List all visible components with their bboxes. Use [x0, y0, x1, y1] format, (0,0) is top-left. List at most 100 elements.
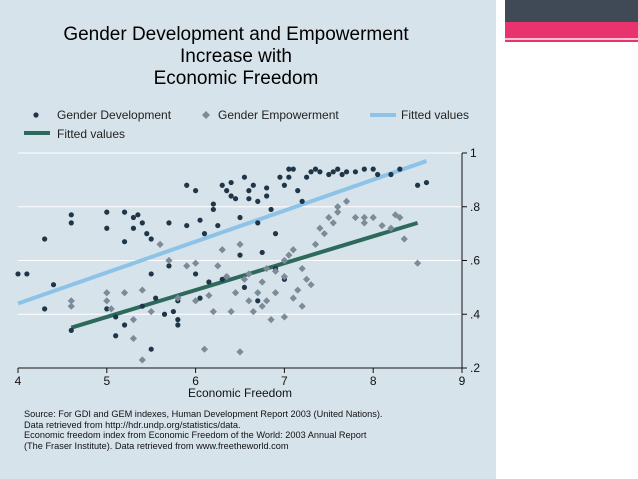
legend: Gender Development Gender Empowerment Fi…: [24, 108, 469, 141]
x-tick-label: 7: [281, 374, 288, 388]
y-tick-label: .4: [470, 307, 480, 321]
data-point-gender-empowerment: [138, 356, 146, 364]
data-point-gender-development: [193, 188, 199, 194]
data-point-gender-development: [308, 169, 314, 175]
data-point-gender-empowerment: [329, 219, 337, 227]
data-point-gender-empowerment: [205, 291, 213, 300]
data-point-gender-empowerment: [360, 213, 368, 222]
data-point-gender-empowerment: [218, 246, 226, 254]
data-point-gender-empowerment: [236, 348, 244, 356]
data-point-gender-development: [352, 169, 359, 175]
data-point-gender-empowerment: [263, 264, 271, 273]
data-point-gender-development: [148, 346, 154, 352]
data-point-gender-development: [130, 214, 137, 221]
decoration-bar-dark: [505, 0, 638, 22]
data-point-gender-development: [304, 174, 310, 180]
tick-labels: .2 .4 .6 .8 1 4 5 6 7 8 9: [15, 146, 481, 388]
data-point-gender-development: [312, 166, 319, 172]
data-point-gender-empowerment: [280, 313, 288, 321]
data-point-gender-development: [375, 171, 381, 178]
data-point-gender-empowerment: [334, 203, 342, 211]
source-line-1: Source: For GDI and GEM indexes, Human D…: [24, 409, 383, 419]
data-point-gender-development: [68, 220, 74, 226]
y-tick-label: .6: [470, 254, 480, 268]
data-point-gender-development: [286, 174, 292, 180]
source-note: Source: For GDI and GEM indexes, Human D…: [24, 409, 489, 451]
decoration-bar-pink: [505, 22, 638, 42]
data-point-gender-empowerment: [107, 305, 115, 313]
data-point-gender-empowerment: [320, 230, 328, 238]
data-point-gender-empowerment: [223, 273, 231, 281]
data-point-gender-development: [241, 284, 248, 290]
data-point-gender-development: [277, 174, 283, 180]
data-point-gender-development: [193, 271, 199, 277]
data-point-gender-empowerment: [271, 289, 280, 297]
data-point-gender-empowerment: [351, 213, 360, 222]
legend-label-fitted-dark: Fitted values: [57, 127, 125, 141]
data-point-gender-development: [197, 295, 203, 301]
data-point-gender-development: [219, 182, 225, 188]
data-point-gender-development: [68, 212, 74, 218]
data-point-gender-development: [255, 220, 261, 226]
data-point-gender-development: [255, 298, 261, 304]
data-point-gender-development: [268, 206, 274, 213]
fitted-line: [17, 159, 428, 306]
data-point-gender-empowerment: [280, 256, 288, 265]
data-point-gender-empowerment: [227, 307, 235, 316]
gridlines: [18, 152, 462, 315]
data-point-gender-empowerment: [258, 278, 266, 286]
data-point-gender-empowerment: [271, 267, 280, 275]
data-point-gender-empowerment: [240, 275, 249, 283]
data-point-gender-empowerment: [414, 259, 422, 267]
data-point-gender-development: [135, 212, 141, 218]
data-point-gender-development: [224, 188, 230, 194]
data-point-gender-development: [246, 188, 252, 194]
data-point-gender-development: [255, 198, 261, 204]
data-points: [15, 166, 430, 364]
data-point-gender-empowerment: [294, 286, 302, 294]
data-point-gender-development: [121, 209, 128, 215]
source-line-3: Economic freedom index from Economic Fre…: [24, 430, 367, 441]
data-point-gender-development: [317, 169, 323, 175]
data-point-gender-development: [15, 271, 21, 277]
data-point-gender-development: [286, 166, 292, 172]
data-point-gender-empowerment: [396, 213, 404, 222]
chart-panel: [0, 0, 496, 479]
data-point-gender-development: [104, 225, 110, 231]
data-point-gender-development: [210, 201, 216, 207]
data-point-gender-development: [113, 314, 119, 320]
data-point-gender-development: [264, 193, 270, 199]
data-point-gender-development: [42, 236, 48, 242]
data-point-gender-empowerment: [245, 297, 253, 305]
fitted-line: [70, 220, 419, 330]
data-point-gender-empowerment: [325, 213, 333, 222]
data-point-gender-development: [175, 322, 181, 328]
axes: [17, 152, 467, 373]
data-point-gender-development: [184, 182, 190, 188]
data-point-gender-empowerment: [316, 224, 324, 232]
data-point-gender-empowerment: [263, 297, 271, 305]
data-point-gender-development: [68, 327, 74, 333]
data-point-gender-development: [264, 185, 270, 191]
data-point-gender-empowerment: [183, 262, 191, 270]
data-point-gender-development: [228, 193, 234, 199]
data-point-gender-development: [121, 239, 128, 245]
data-point-gender-development: [339, 171, 345, 178]
data-point-gender-development: [139, 220, 145, 226]
data-point-gender-empowerment: [267, 316, 275, 324]
data-point-gender-development: [166, 220, 172, 226]
legend-label-gender-empowerment: Gender Empowerment: [218, 108, 339, 122]
data-point-gender-empowerment: [129, 334, 138, 343]
data-point-gender-development: [237, 214, 243, 221]
legend-label-gender-development: Gender Development: [57, 108, 172, 122]
data-point-gender-development: [326, 171, 332, 178]
data-point-gender-development: [330, 169, 336, 175]
data-point-gender-empowerment: [360, 219, 368, 227]
data-point-gender-empowerment: [307, 281, 315, 289]
data-point-gender-development: [121, 322, 128, 328]
data-point-gender-development: [201, 231, 208, 237]
data-point-gender-development: [206, 279, 212, 285]
slide-decoration: [505, 0, 638, 46]
data-point-gender-empowerment: [156, 240, 164, 248]
data-point-gender-development: [197, 217, 203, 223]
